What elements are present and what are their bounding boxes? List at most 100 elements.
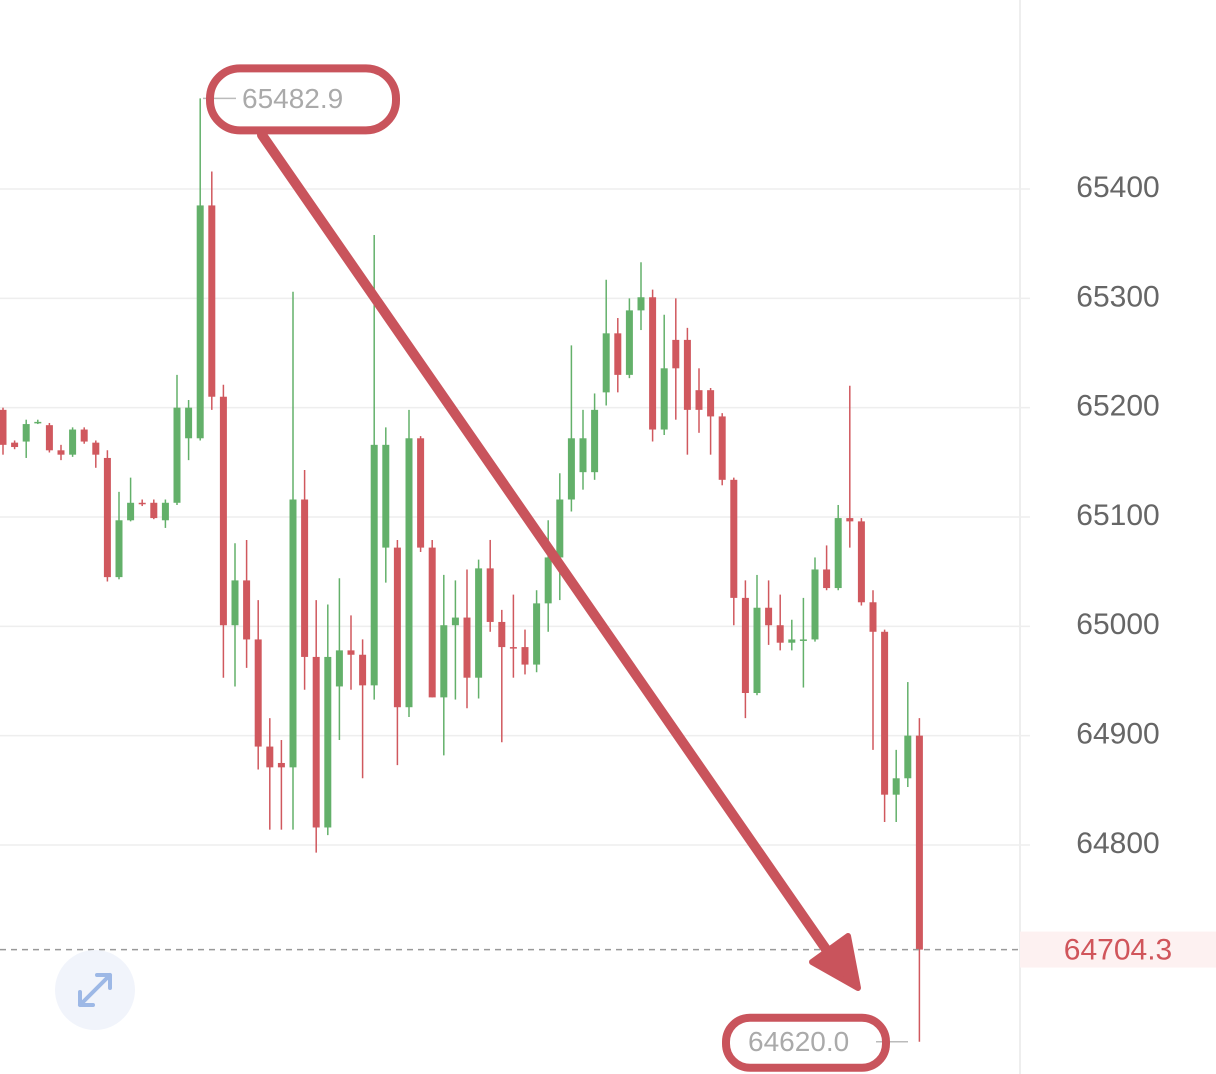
candle-body [788, 639, 796, 643]
candle-body [672, 339, 680, 369]
candle-body [811, 569, 819, 640]
candle-body [22, 424, 30, 442]
candle-body [451, 617, 459, 626]
candle-body [509, 647, 517, 649]
candle-body [602, 333, 610, 393]
candle-body [92, 442, 100, 455]
candle-body [370, 444, 378, 686]
candle-body [730, 479, 738, 598]
candle-body [231, 580, 239, 626]
candle-body [417, 438, 425, 548]
y-tick-label: 65100 [1076, 499, 1159, 532]
candle-body [115, 520, 123, 578]
candle-body [591, 409, 599, 473]
candle-body [382, 444, 390, 548]
candle-body [707, 390, 715, 417]
candle-body [741, 597, 749, 694]
candle-body [486, 568, 494, 622]
y-tick-label: 64800 [1076, 827, 1159, 860]
candle-body [138, 502, 146, 505]
candle-body [69, 429, 77, 455]
candle-body [846, 518, 854, 522]
candle-body [80, 429, 88, 442]
candle-body [718, 416, 726, 480]
candle-body [579, 438, 587, 473]
y-tick-label: 64900 [1076, 718, 1159, 751]
candle-body [695, 390, 703, 410]
candle-body [0, 409, 7, 445]
expand-button[interactable] [55, 950, 135, 1030]
candle-body [440, 625, 448, 698]
candle-body [625, 310, 633, 375]
candle-body [45, 425, 53, 451]
last-price-bg [1020, 931, 1216, 968]
candle-body [765, 607, 773, 626]
candle-body [915, 735, 923, 950]
candle-body [567, 438, 575, 500]
y-tick-label: 65400 [1076, 171, 1159, 204]
candle-body [266, 746, 274, 768]
y-tick-label: 65000 [1076, 608, 1159, 641]
candle-body [173, 407, 181, 503]
candle-body [463, 617, 471, 678]
candle-body [254, 639, 262, 747]
candle-body [34, 421, 42, 424]
low-label: 64620.0 [748, 1026, 849, 1057]
candle-body [428, 547, 436, 698]
y-tick-label: 65200 [1076, 390, 1159, 423]
candle-body [219, 396, 227, 626]
candles [0, 98, 923, 1042]
candle-body [776, 625, 784, 643]
grid: 64800 64900 65000 65100 65200 65300 65400 [0, 171, 1160, 860]
candle-body [544, 557, 552, 604]
candle-body [753, 607, 761, 694]
candle-body [277, 762, 285, 768]
candle-body [869, 602, 877, 632]
candle-body [185, 407, 193, 439]
candle-body [405, 438, 413, 708]
candle-body [683, 339, 691, 410]
candle-body [521, 647, 529, 665]
y-tick-label: 65300 [1076, 280, 1159, 313]
candle-body [823, 569, 831, 589]
candle-body [127, 502, 135, 521]
candle-body [57, 450, 65, 455]
candle-body [498, 621, 506, 648]
candle-body [208, 205, 216, 397]
overlay: 64704.3 65482.9 64620.0 [0, 64, 1216, 1072]
candle-body [892, 778, 900, 795]
candle-body [881, 631, 889, 795]
candle-body [904, 735, 912, 779]
candle-body [660, 368, 668, 430]
candle-body [649, 297, 657, 430]
candle-body [301, 499, 309, 657]
low-box [722, 1013, 890, 1072]
candle-body [347, 650, 355, 655]
arrow-shaft [257, 130, 835, 960]
high-label: 65482.9 [242, 83, 343, 114]
candle-body [359, 654, 367, 686]
candle-body [556, 499, 564, 558]
candle-body [312, 656, 320, 828]
candle-body [834, 518, 842, 589]
candle-body [533, 603, 541, 665]
candle-body [335, 650, 343, 687]
candle-body [289, 499, 297, 768]
candle-body [614, 333, 622, 375]
candle-body [857, 521, 865, 603]
candle-body [11, 442, 19, 448]
arrow-head [809, 933, 861, 991]
candle-body [196, 205, 204, 439]
expand-icon[interactable] [78, 973, 112, 1007]
candle-body [150, 502, 158, 519]
candle-body [103, 457, 111, 578]
candle-body [799, 639, 807, 641]
candle-body [243, 580, 251, 640]
candle-body [161, 502, 169, 521]
candle-body [475, 568, 483, 678]
high-box [206, 64, 400, 135]
candle-body [637, 297, 645, 311]
last-price-label: 64704.3 [1064, 934, 1172, 967]
